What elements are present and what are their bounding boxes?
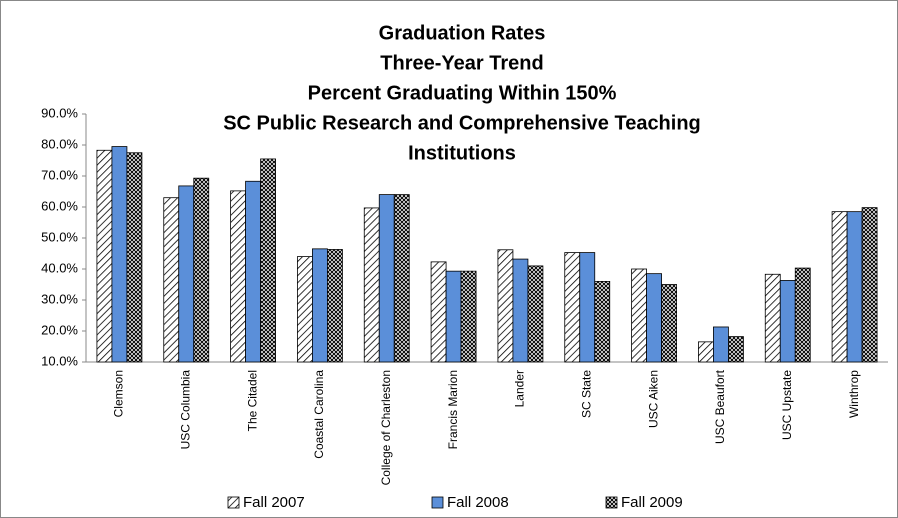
bar [163,197,180,363]
bar [378,194,395,363]
bar [661,284,677,363]
chart-title: Graduation Rates [379,22,546,44]
bar [193,177,210,363]
bar [779,280,796,363]
bar [363,207,380,363]
x-tick-label: Winthrop [847,370,861,418]
bar [327,249,343,363]
bar [96,149,113,363]
bar [245,180,261,363]
x-tick-label: USC Aiken [646,370,660,428]
bar [861,207,878,363]
bar [527,265,544,363]
bar [460,270,477,363]
x-tick-label: USC Upstate [780,370,794,440]
x-tick-label: Clemson [112,370,126,417]
legend-label: Fall 2008 [447,494,509,511]
bar [631,268,647,363]
legend-label: Fall 2009 [621,494,683,511]
bar [126,152,143,363]
bar [794,267,811,363]
y-tick-label: 40.0% [41,260,78,275]
bar [846,211,863,363]
chart-title: SC Public Research and Comprehensive Tea… [223,112,701,134]
bar [594,280,611,363]
bar [646,273,662,363]
bar [230,190,246,363]
chart-title: Three-Year Trend [380,52,543,74]
x-tick-label: College of Charleston [379,370,393,485]
x-tick-label: USC Columbia [178,370,192,450]
y-tick-label: 30.0% [41,291,78,306]
x-tick-label: Lander [513,370,527,407]
bar [178,185,195,363]
y-tick-label: 60.0% [41,198,78,213]
bar [445,270,462,363]
x-tick-label: USC Beaufort [713,369,727,444]
chart-title: Percent Graduating Within 150% [308,82,617,104]
y-tick-label: 80.0% [41,136,78,151]
bar [512,258,529,363]
y-tick-label: 10.0% [41,353,78,368]
legend-swatch [431,496,444,509]
legend-label: Fall 2007 [243,494,305,511]
y-tick-label: 70.0% [41,167,78,182]
bar [312,248,328,363]
bar [579,252,596,363]
x-tick-label: Francis Marion [446,370,460,449]
bar [260,158,276,363]
x-tick-label: SC State [579,370,593,418]
bar [764,273,781,363]
bar [430,261,447,363]
y-tick-label: 50.0% [41,229,78,244]
y-tick-label: 90.0% [41,105,78,120]
bar [728,336,744,363]
bar [297,256,313,363]
x-tick-label: Coastal Carolina [312,370,326,459]
bar [497,249,514,363]
chart-title: Institutions [408,142,516,164]
bar [111,146,128,363]
bar [564,252,581,363]
bar [393,194,410,363]
legend-swatch [227,496,240,509]
y-tick-label: 20.0% [41,322,78,337]
bar [698,341,714,363]
bar [831,211,848,363]
legend-swatch [605,496,618,509]
bar [713,326,729,363]
x-tick-label: The Citadel [245,370,259,431]
